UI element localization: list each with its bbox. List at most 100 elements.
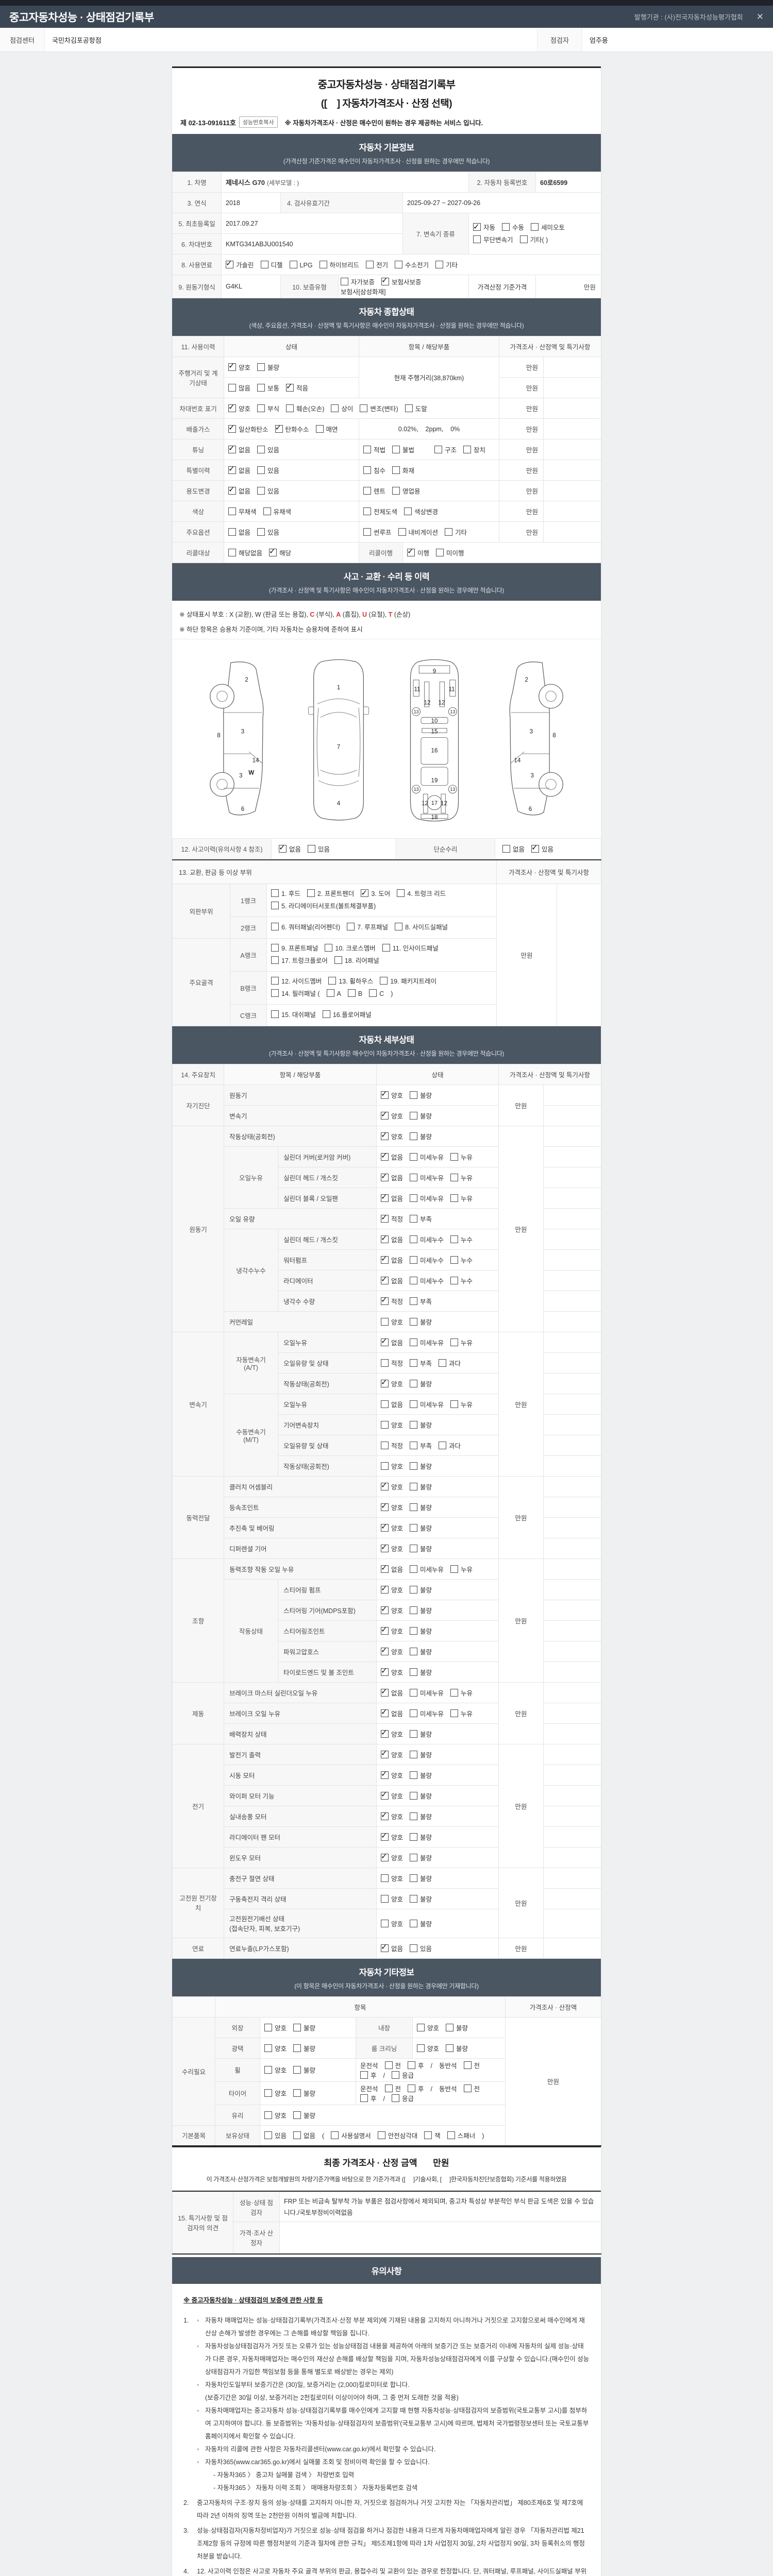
checkbox[interactable] (446, 2044, 454, 2052)
checkbox[interactable] (446, 2023, 454, 2031)
checkbox-checked[interactable] (381, 1213, 389, 1223)
checkbox-checked[interactable] (269, 547, 277, 556)
checkbox[interactable] (410, 1919, 418, 1927)
checkbox[interactable] (417, 2023, 425, 2031)
checkbox-checked[interactable] (286, 382, 294, 392)
checkbox[interactable] (325, 944, 333, 952)
checkbox[interactable] (450, 1565, 459, 1573)
checkbox[interactable] (381, 1462, 389, 1470)
checkbox[interactable] (392, 2071, 399, 2079)
checkbox[interactable] (271, 902, 279, 909)
checkbox[interactable] (410, 1853, 418, 1861)
checkbox[interactable] (410, 1730, 418, 1738)
checkbox[interactable] (410, 1235, 418, 1243)
checkbox[interactable] (257, 528, 265, 536)
checkbox[interactable] (434, 446, 443, 453)
checkbox-checked[interactable] (381, 1233, 389, 1243)
checkbox-checked[interactable] (381, 1378, 389, 1387)
checkbox[interactable] (264, 2066, 272, 2074)
checkbox[interactable] (293, 2131, 301, 2140)
checkbox[interactable] (410, 1153, 418, 1161)
checkbox[interactable] (228, 384, 236, 392)
checkbox[interactable] (360, 2094, 368, 2102)
checkbox[interactable] (410, 1091, 418, 1099)
checkbox[interactable] (410, 1647, 418, 1655)
checkbox[interactable] (410, 1544, 418, 1552)
checkbox[interactable] (289, 261, 297, 268)
checkbox-checked[interactable] (381, 1481, 389, 1490)
checkbox[interactable] (445, 528, 453, 536)
checkbox[interactable] (410, 1626, 418, 1635)
checkbox[interactable] (308, 845, 316, 853)
checkbox[interactable] (410, 1565, 418, 1573)
checkbox[interactable] (363, 466, 371, 474)
checkbox[interactable] (447, 2131, 455, 2140)
checkbox[interactable] (410, 1194, 418, 1202)
checkbox[interactable] (271, 889, 279, 897)
checkbox-checked[interactable] (226, 259, 233, 268)
checkbox[interactable] (315, 425, 324, 433)
checkbox[interactable] (450, 1709, 459, 1717)
checkbox-checked[interactable] (381, 1707, 389, 1717)
checkbox-checked[interactable] (279, 843, 287, 853)
checkbox[interactable] (381, 1420, 389, 1429)
checkbox[interactable] (360, 404, 368, 412)
checkbox[interactable] (264, 2044, 272, 2052)
checkbox-checked[interactable] (381, 1831, 389, 1841)
checkbox[interactable] (381, 1400, 389, 1408)
checkbox-checked[interactable] (228, 361, 236, 371)
checkbox[interactable] (264, 2111, 272, 2119)
checkbox[interactable] (293, 2089, 301, 2097)
checkbox-checked[interactable] (228, 444, 236, 453)
checkbox[interactable] (410, 1894, 418, 1903)
checkbox-checked[interactable] (381, 1254, 389, 1264)
checkbox[interactable] (381, 1317, 389, 1326)
checkbox[interactable] (410, 1256, 418, 1264)
checkbox[interactable] (410, 1771, 418, 1779)
checkbox[interactable] (450, 1153, 459, 1161)
checkbox[interactable] (381, 1441, 389, 1449)
checkbox[interactable] (450, 1235, 459, 1243)
checkbox[interactable] (263, 507, 271, 515)
checkbox[interactable] (363, 487, 371, 495)
checkbox[interactable] (450, 1338, 459, 1346)
checkbox[interactable] (450, 1256, 459, 1264)
checkbox[interactable] (384, 2061, 393, 2069)
checkbox-checked[interactable] (381, 1852, 389, 1861)
checkbox[interactable] (381, 1874, 389, 1882)
checkbox[interactable] (405, 404, 413, 412)
checkbox-checked[interactable] (228, 423, 236, 433)
checkbox-checked[interactable] (381, 1501, 389, 1511)
checkbox[interactable] (264, 2023, 272, 2031)
checkbox[interactable] (392, 466, 400, 474)
checkbox[interactable] (257, 487, 265, 495)
checkbox[interactable] (286, 404, 294, 412)
checkbox[interactable] (395, 923, 403, 930)
checkbox[interactable] (381, 1359, 389, 1367)
checkbox-checked[interactable] (407, 547, 415, 556)
checkbox[interactable] (369, 989, 377, 997)
checkbox[interactable] (435, 261, 444, 268)
checkbox[interactable] (410, 1400, 418, 1408)
checkbox[interactable] (397, 889, 405, 897)
checkbox-checked[interactable] (381, 1749, 389, 1758)
checkbox[interactable] (410, 1317, 418, 1326)
checkbox[interactable] (450, 1173, 459, 1181)
checkbox-checked[interactable] (381, 1130, 389, 1140)
checkbox[interactable] (410, 1585, 418, 1594)
checkbox-checked[interactable] (228, 464, 236, 474)
checkbox[interactable] (410, 1132, 418, 1140)
checkbox[interactable] (271, 923, 279, 930)
checkbox-checked[interactable] (381, 1336, 389, 1346)
checkbox[interactable] (380, 977, 388, 985)
checkbox[interactable] (363, 507, 371, 515)
checkbox-checked[interactable] (381, 1275, 389, 1284)
checkbox[interactable] (392, 487, 400, 495)
checkbox-checked[interactable] (381, 1604, 389, 1614)
checkbox[interactable] (257, 384, 265, 392)
checkbox[interactable] (410, 1173, 418, 1181)
checkbox[interactable] (410, 1276, 418, 1284)
checkbox-checked[interactable] (361, 887, 369, 900)
checkbox-checked[interactable] (381, 1687, 389, 1697)
checkbox[interactable] (424, 2131, 432, 2140)
